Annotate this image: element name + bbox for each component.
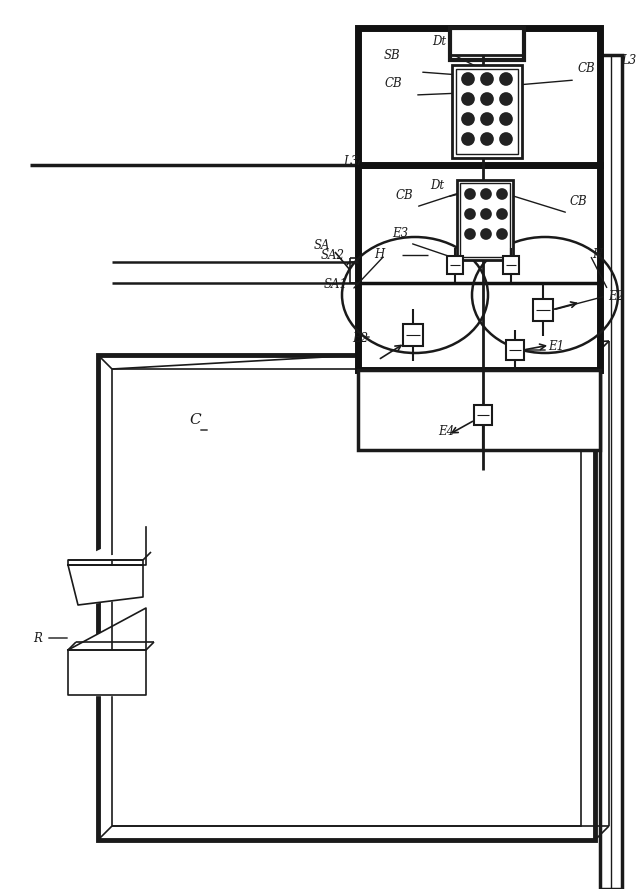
Circle shape: [481, 229, 491, 239]
Circle shape: [500, 113, 512, 125]
Bar: [456, 69, 518, 154]
Bar: [447, 256, 463, 274]
Polygon shape: [68, 527, 146, 565]
Circle shape: [497, 189, 507, 199]
Text: L3: L3: [621, 53, 636, 67]
Circle shape: [465, 189, 475, 199]
Bar: [403, 324, 423, 346]
Text: SA: SA: [314, 239, 330, 252]
Bar: [474, 405, 492, 425]
Circle shape: [500, 133, 512, 145]
Bar: [450, 28, 524, 55]
Bar: [460, 183, 510, 257]
Circle shape: [481, 133, 493, 145]
Circle shape: [462, 93, 474, 105]
Bar: [358, 370, 600, 450]
Bar: [457, 180, 513, 260]
Circle shape: [481, 73, 493, 85]
Text: CB: CB: [578, 62, 596, 75]
Text: E2: E2: [352, 332, 368, 345]
Text: SB: SB: [383, 49, 400, 62]
Bar: [98, 355, 595, 840]
Circle shape: [500, 73, 512, 85]
Text: E4: E4: [438, 425, 454, 438]
Bar: [452, 65, 522, 158]
Text: CB: CB: [396, 189, 413, 202]
Text: Dt: Dt: [430, 179, 444, 192]
Text: CB: CB: [570, 195, 588, 208]
Bar: [506, 340, 524, 360]
Bar: [533, 299, 553, 321]
Circle shape: [462, 133, 474, 145]
Text: C: C: [189, 413, 201, 427]
Bar: [600, 55, 622, 889]
Circle shape: [497, 229, 507, 239]
Bar: [358, 165, 600, 370]
Text: Dt: Dt: [432, 35, 446, 48]
Text: E3: E3: [392, 227, 408, 240]
Text: L3: L3: [343, 155, 358, 168]
Polygon shape: [68, 552, 151, 560]
Text: E1: E1: [548, 340, 564, 354]
Polygon shape: [68, 565, 143, 605]
Circle shape: [465, 229, 475, 239]
Circle shape: [500, 93, 512, 105]
Bar: [503, 256, 519, 274]
Text: CB: CB: [385, 77, 402, 90]
Circle shape: [497, 209, 507, 219]
Circle shape: [465, 209, 475, 219]
Bar: [358, 28, 600, 165]
Text: E2: E2: [608, 290, 624, 302]
Circle shape: [462, 73, 474, 85]
Bar: [112, 369, 581, 826]
Text: H: H: [592, 249, 602, 261]
Bar: [450, 28, 524, 60]
Polygon shape: [68, 650, 146, 695]
Circle shape: [462, 113, 474, 125]
Polygon shape: [68, 608, 146, 650]
Circle shape: [481, 189, 491, 199]
Circle shape: [481, 209, 491, 219]
Text: SA2: SA2: [321, 249, 345, 262]
Circle shape: [481, 93, 493, 105]
Text: SA1: SA1: [324, 278, 348, 292]
Text: H: H: [374, 249, 384, 261]
Text: R: R: [33, 631, 42, 645]
Circle shape: [481, 113, 493, 125]
